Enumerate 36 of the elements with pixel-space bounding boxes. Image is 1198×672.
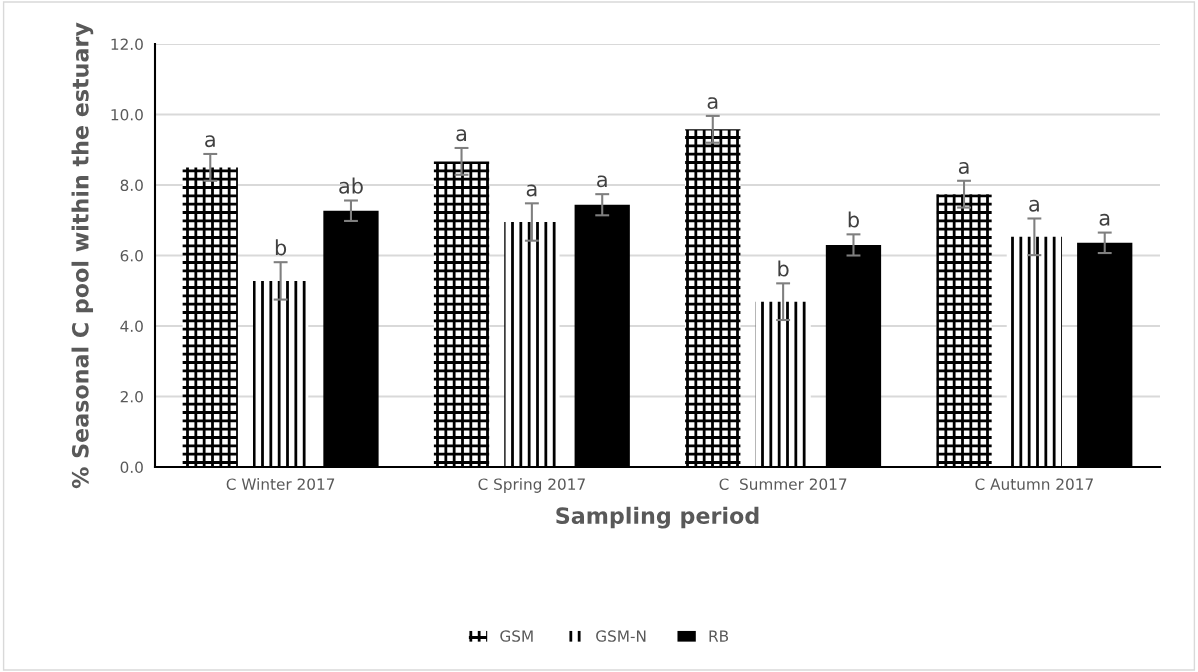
y-tick-label: 8.0	[120, 179, 143, 192]
y-tick-label: 10.0	[111, 108, 143, 121]
bar	[252, 280, 309, 467]
data-label: b	[778, 260, 789, 277]
x-tick-label: C Winter 2017	[226, 478, 335, 490]
data-label: a	[1099, 213, 1110, 226]
data-label: a	[456, 129, 467, 142]
y-tick-label: 12.0	[111, 38, 143, 51]
data-label: a	[958, 161, 969, 174]
y-tick-label: 2.0	[120, 390, 143, 403]
bar	[182, 167, 238, 467]
x-tick-label: C Autumn 2017	[975, 478, 1093, 490]
legend-label: GSM-N	[596, 630, 646, 642]
bar	[755, 301, 811, 467]
bar	[504, 222, 560, 467]
legend-label: GSM	[500, 630, 533, 642]
x-axis-title: Sampling period	[556, 506, 759, 529]
data-label: b	[275, 239, 287, 256]
x-tick-label: C Spring 2017	[478, 478, 585, 493]
y-axis-title: % Seasonal C pool within the estuary	[71, 22, 94, 489]
data-label: ab	[339, 177, 363, 194]
data-label: a	[1029, 199, 1039, 212]
data-label: b	[848, 211, 859, 228]
data-label: a	[707, 97, 718, 110]
bar	[685, 129, 741, 467]
bar	[936, 194, 992, 467]
data-label: a	[597, 175, 607, 188]
legend-label: RB	[709, 630, 729, 642]
x-tick-label: C Summer 2017	[719, 478, 847, 490]
data-label: a	[526, 184, 537, 197]
y-tick-label: 6.0	[120, 249, 143, 262]
bar	[1006, 236, 1063, 467]
bar	[433, 161, 490, 467]
data-label: a	[205, 135, 215, 148]
y-tick-label: 4.0	[120, 320, 143, 333]
y-tick-label: 0.0	[120, 461, 143, 474]
